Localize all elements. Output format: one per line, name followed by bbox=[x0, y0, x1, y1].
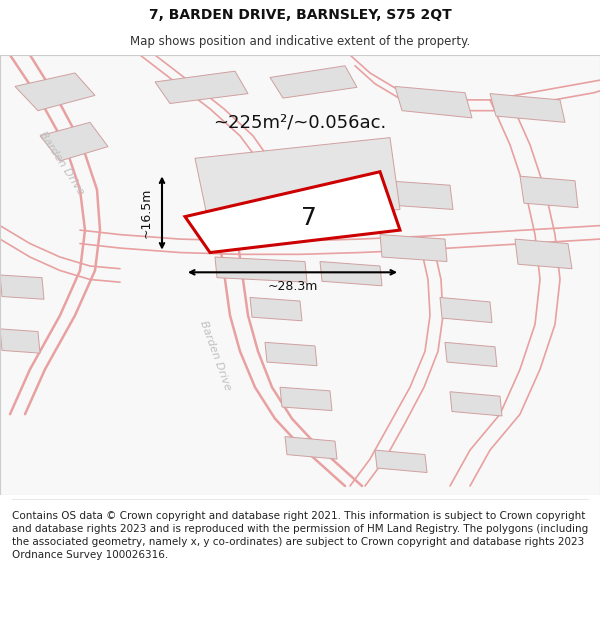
Polygon shape bbox=[265, 342, 317, 366]
Polygon shape bbox=[515, 239, 572, 269]
Text: Map shows position and indicative extent of the property.: Map shows position and indicative extent… bbox=[130, 35, 470, 48]
Text: Contains OS data © Crown copyright and database right 2021. This information is : Contains OS data © Crown copyright and d… bbox=[12, 511, 588, 560]
Polygon shape bbox=[270, 66, 357, 98]
Polygon shape bbox=[250, 298, 302, 321]
Polygon shape bbox=[0, 329, 40, 353]
Polygon shape bbox=[15, 73, 95, 111]
Text: 7: 7 bbox=[301, 206, 317, 230]
Polygon shape bbox=[195, 138, 400, 230]
Polygon shape bbox=[280, 388, 332, 411]
Polygon shape bbox=[490, 94, 565, 122]
Polygon shape bbox=[445, 342, 497, 367]
Polygon shape bbox=[215, 158, 313, 187]
Polygon shape bbox=[320, 261, 382, 286]
Text: Barden Drive: Barden Drive bbox=[38, 129, 86, 196]
Polygon shape bbox=[185, 172, 400, 252]
Polygon shape bbox=[40, 122, 108, 161]
Polygon shape bbox=[520, 176, 578, 208]
Polygon shape bbox=[450, 392, 502, 416]
Polygon shape bbox=[155, 71, 248, 104]
Text: 7, BARDEN DRIVE, BARNSLEY, S75 2QT: 7, BARDEN DRIVE, BARNSLEY, S75 2QT bbox=[149, 8, 451, 22]
Polygon shape bbox=[395, 86, 472, 118]
Text: ~16.5m: ~16.5m bbox=[139, 188, 152, 238]
Polygon shape bbox=[440, 298, 492, 322]
Polygon shape bbox=[285, 437, 337, 459]
Text: Barden Drive: Barden Drive bbox=[198, 319, 232, 392]
Polygon shape bbox=[0, 275, 44, 299]
Text: ~225m²/~0.056ac.: ~225m²/~0.056ac. bbox=[214, 113, 386, 131]
Polygon shape bbox=[375, 450, 427, 472]
Polygon shape bbox=[380, 234, 447, 261]
Polygon shape bbox=[215, 257, 307, 282]
Polygon shape bbox=[385, 181, 453, 209]
Text: ~28.3m: ~28.3m bbox=[268, 280, 317, 293]
